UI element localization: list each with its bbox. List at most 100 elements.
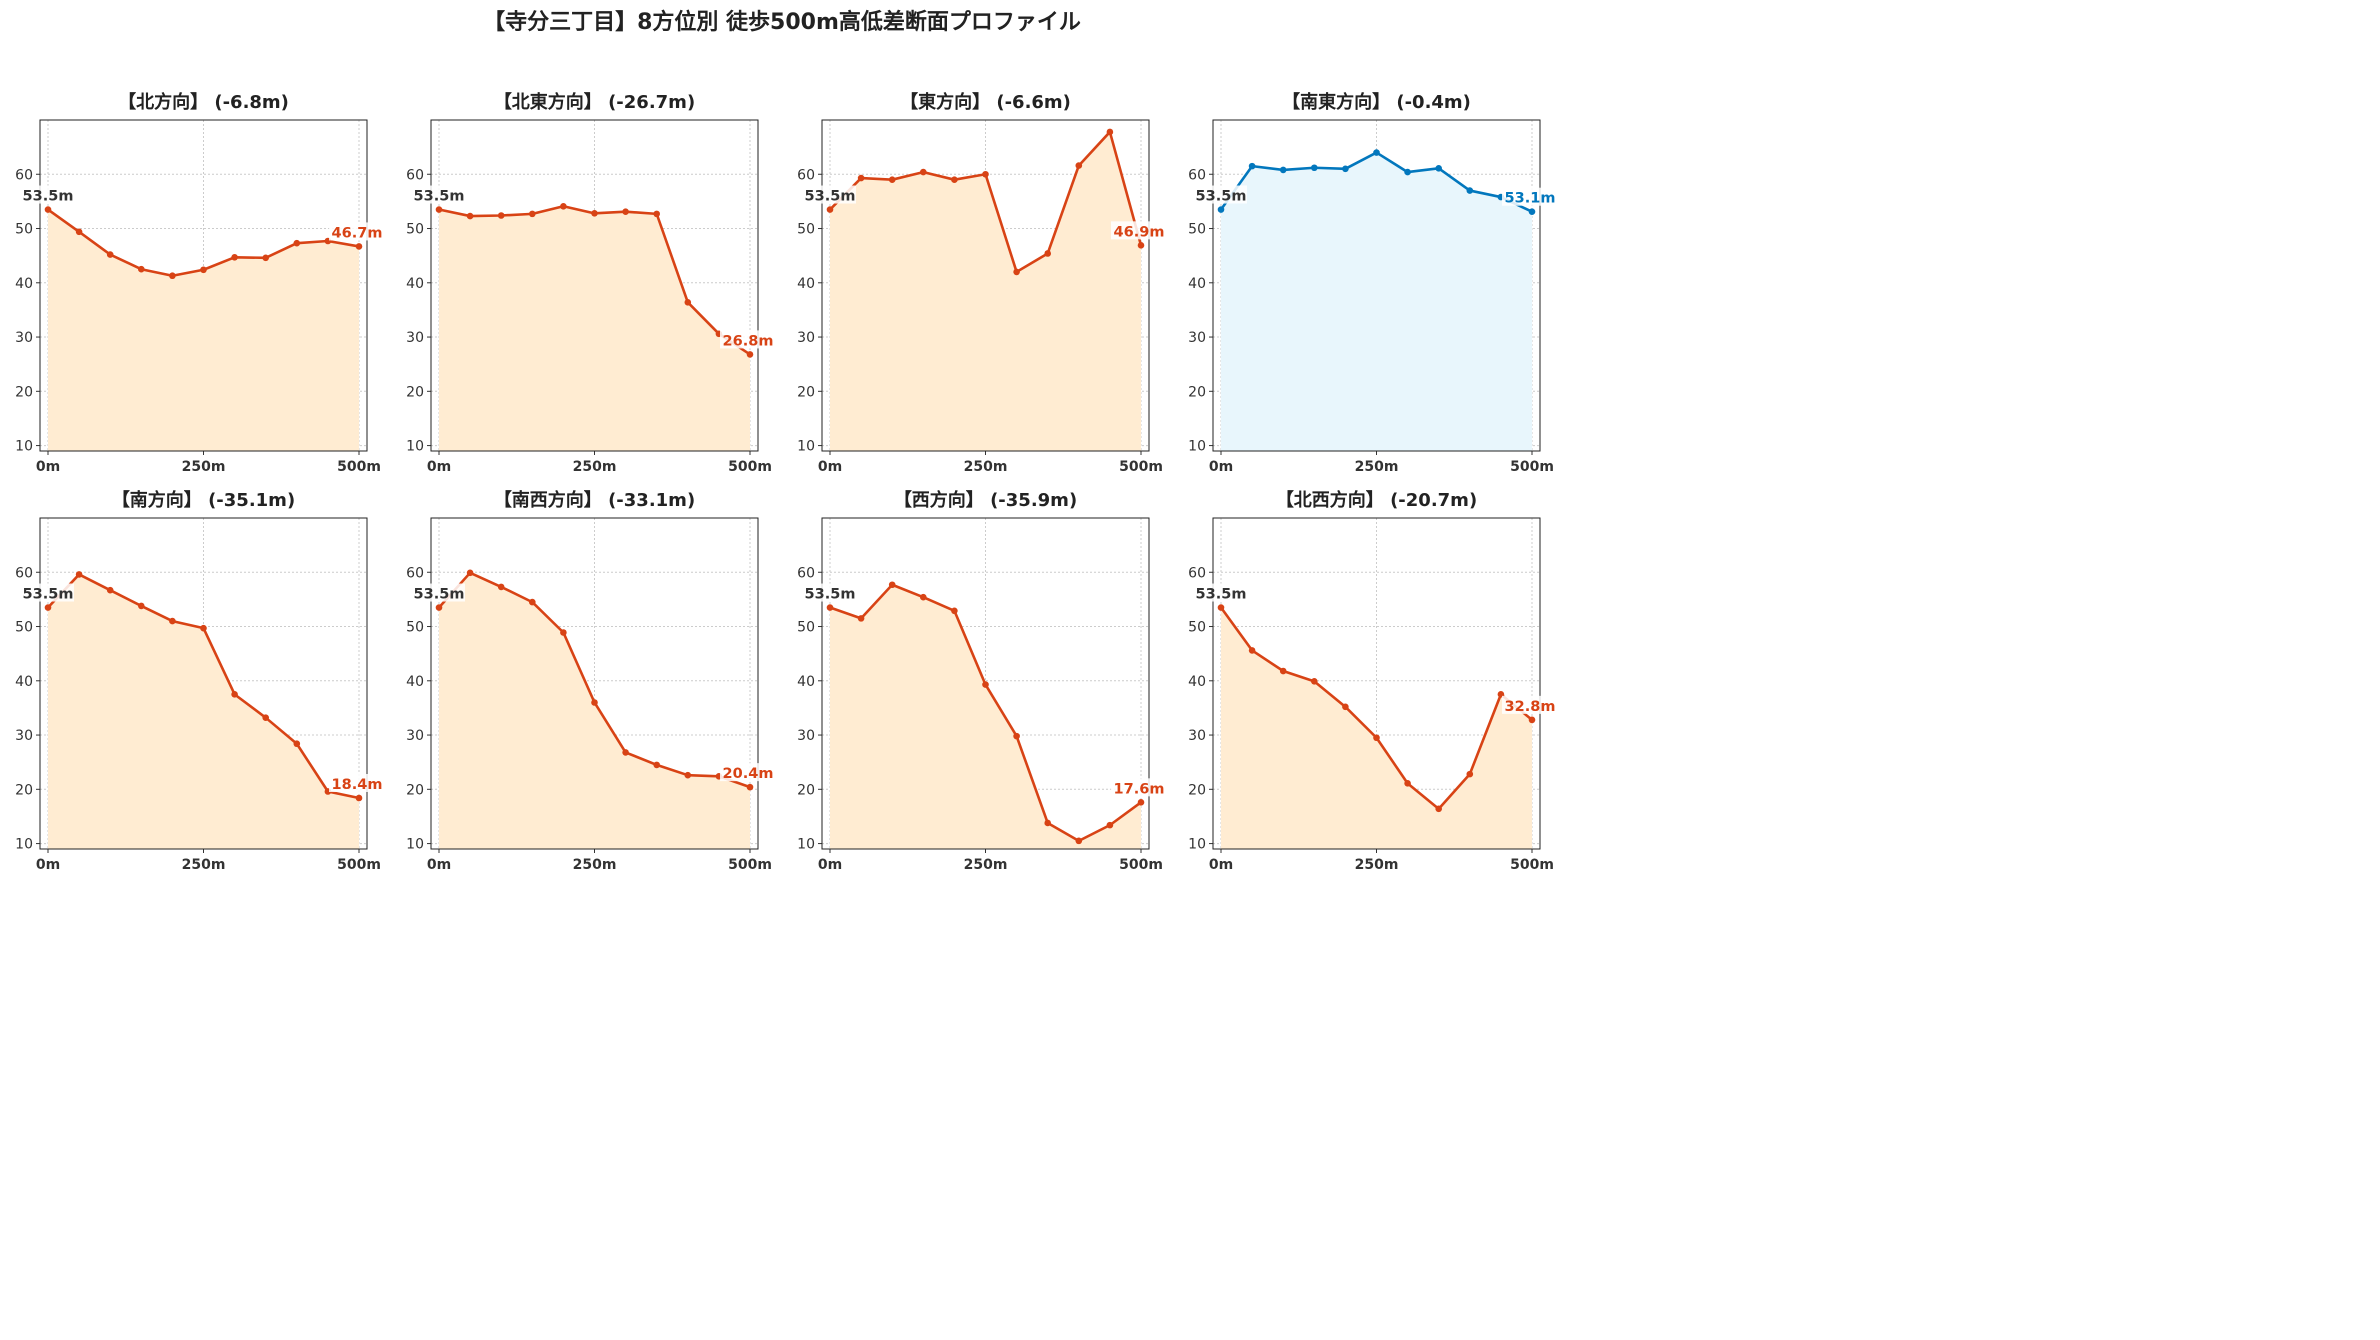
y-tick-label: 30 <box>406 330 424 346</box>
data-point <box>684 299 692 306</box>
data-point <box>466 569 474 577</box>
chart-panel-3: 【南東方向】 (-0.4m) 10 20 30 40 50 60 0m 250m 500m 53.5… <box>1188 91 1556 475</box>
data-point <box>497 583 505 591</box>
y-tick-label: 40 <box>797 674 815 690</box>
y-tick-label: 60 <box>797 167 815 183</box>
data-point <box>1342 703 1349 711</box>
data-point <box>169 617 176 625</box>
y-tick-label: 40 <box>15 276 33 292</box>
x-tick-label: 250m <box>182 857 226 873</box>
data-point <box>857 615 865 622</box>
end-elevation-label: 17.6m <box>1114 781 1165 797</box>
plot-frame <box>39 517 368 850</box>
data-point <box>888 581 896 589</box>
data-point <box>1248 647 1256 654</box>
start-elevation-label: 53.5m <box>414 189 465 205</box>
y-tick-label: 20 <box>1188 384 1206 400</box>
plot-frame <box>430 517 759 850</box>
panel-title: 【東方向】 (-6.6m) <box>900 91 1071 113</box>
start-label-bg <box>804 185 856 204</box>
data-point <box>982 681 989 688</box>
data-point <box>1342 165 1349 173</box>
data-point <box>1435 805 1442 813</box>
data-point <box>1528 716 1536 724</box>
data-point <box>1404 780 1411 787</box>
y-tick-label: 50 <box>406 222 424 238</box>
x-tick-label: 250m <box>573 459 617 475</box>
x-tick-label: 500m <box>1119 459 1163 475</box>
data-point <box>746 783 754 791</box>
data-point <box>200 624 207 632</box>
area-fill <box>1221 152 1532 451</box>
data-point <box>560 629 567 636</box>
end-label-bg <box>329 222 383 241</box>
y-tick-label: 30 <box>15 330 33 346</box>
start-label-bg <box>413 185 465 204</box>
y-tick-label: 40 <box>15 674 33 690</box>
plot-frame <box>821 119 1150 452</box>
y-tick-label: 10 <box>15 439 33 455</box>
x-tick-label: 0m <box>427 459 451 475</box>
data-point <box>1466 770 1474 778</box>
y-tick-label: 50 <box>797 222 815 238</box>
y-tick-label: 60 <box>797 565 815 581</box>
y-tick-label: 20 <box>797 384 815 400</box>
data-point <box>497 212 505 219</box>
plot-frame <box>1212 517 1541 850</box>
figure-title: 【寺分三丁目】8方位別 徒歩500m高低差断面プロファイル <box>483 10 1081 35</box>
data-point <box>138 265 145 273</box>
y-tick-label: 30 <box>406 728 424 744</box>
plot-frame <box>39 119 368 452</box>
data-point <box>920 168 927 176</box>
chart-panel-5: 【南西方向】 (-33.1m) 10 20 30 40 50 60 0m 250m 500m 53.… <box>406 489 774 873</box>
data-point <box>75 571 83 578</box>
plot-frame <box>430 119 759 452</box>
end-label-bg <box>329 773 383 792</box>
y-tick-label: 20 <box>797 782 815 798</box>
data-point <box>231 691 238 698</box>
data-point <box>75 228 83 236</box>
chart-panel-4: 【南方向】 (-35.1m) 10 20 30 40 50 60 0m 250m 500m 53.5… <box>15 489 383 873</box>
y-tick-label: 10 <box>1188 439 1206 455</box>
x-tick-label: 250m <box>964 459 1008 475</box>
plot-frame <box>821 517 1150 850</box>
data-point <box>1106 821 1114 829</box>
end-elevation-label: 20.4m <box>723 766 774 782</box>
x-tick-label: 0m <box>36 857 60 873</box>
start-elevation-label: 53.5m <box>1196 587 1247 603</box>
panel-title: 【南東方向】 (-0.4m) <box>1282 91 1471 113</box>
y-tick-label: 50 <box>797 620 815 636</box>
start-elevation-label: 53.5m <box>23 587 74 603</box>
data-point <box>262 254 270 262</box>
y-tick-label: 60 <box>406 167 424 183</box>
chart-panel-1: 【北東方向】 (-26.7m) 10 20 30 40 50 60 0m 250m 500m 53.… <box>406 91 774 475</box>
start-elevation-label: 53.5m <box>805 587 856 603</box>
data-point <box>1435 164 1442 172</box>
data-point <box>888 176 896 183</box>
end-elevation-label: 18.4m <box>332 777 383 793</box>
y-tick-label: 30 <box>1188 728 1206 744</box>
y-tick-label: 60 <box>1188 565 1206 581</box>
data-point <box>1373 149 1380 156</box>
chart-panel-6: 【西方向】 (-35.9m) 10 20 30 40 50 60 0m 250m 500m 53.5… <box>797 489 1165 873</box>
start-label-bg <box>804 583 856 602</box>
data-point <box>684 771 692 779</box>
data-point <box>169 272 176 280</box>
y-tick-label: 50 <box>15 222 33 238</box>
data-point <box>44 206 52 213</box>
data-point <box>106 586 114 594</box>
y-tick-label: 10 <box>406 837 424 853</box>
x-tick-label: 250m <box>573 857 617 873</box>
x-tick-label: 250m <box>1355 459 1399 475</box>
panel-title: 【北東方向】 (-26.7m) <box>494 91 695 113</box>
data-point <box>920 593 927 601</box>
data-point <box>653 210 660 218</box>
area-fill <box>830 584 1141 849</box>
x-tick-label: 0m <box>427 857 451 873</box>
data-point <box>355 243 363 250</box>
data-point <box>293 239 301 247</box>
y-tick-label: 20 <box>1188 782 1206 798</box>
start-label-bg <box>413 583 465 602</box>
y-tick-label: 10 <box>406 439 424 455</box>
